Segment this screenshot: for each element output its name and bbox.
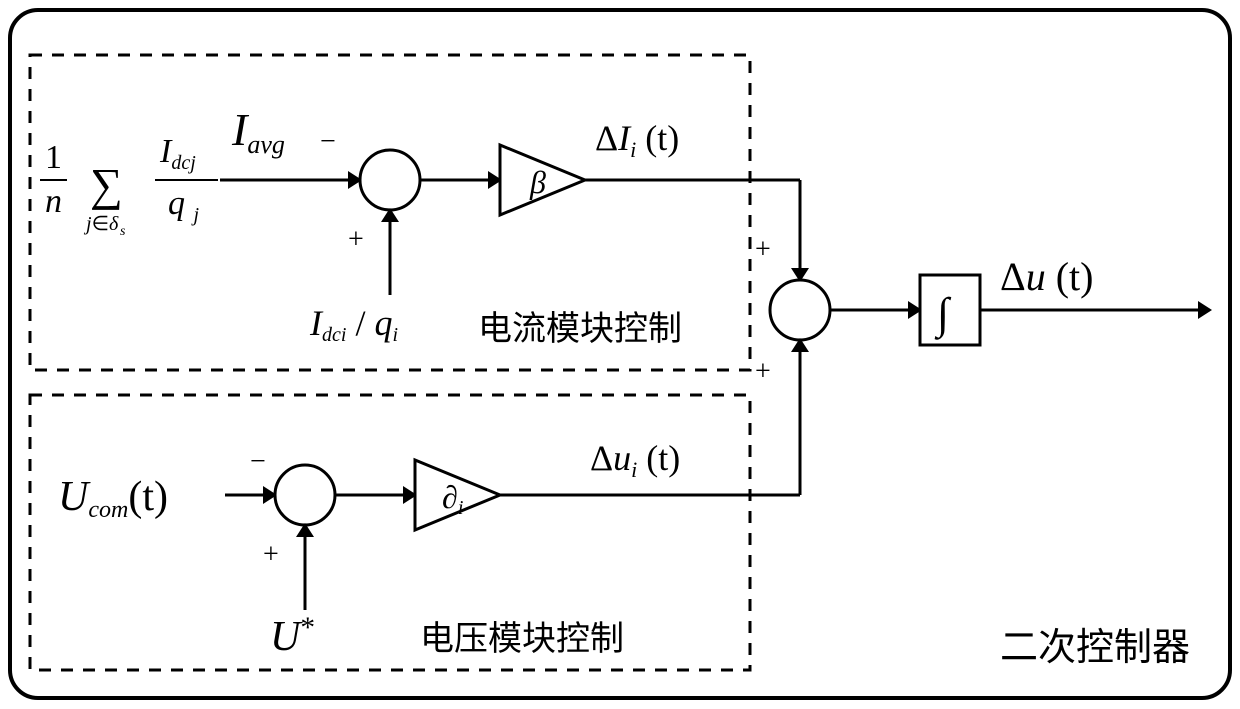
- label-delta-i: ΔIi (t): [595, 118, 679, 162]
- label-iavg: Iavg: [231, 104, 285, 159]
- label-voltage-module: 电压模块控制: [420, 620, 624, 658]
- voltage-module-box: [30, 395, 750, 670]
- sigma-symbol: ∑: [90, 159, 123, 210]
- summer-2: [770, 280, 830, 340]
- label-delta-u-i: Δui (t): [590, 438, 680, 482]
- summer-1: [360, 150, 420, 210]
- sign-plus-2: +: [263, 539, 279, 570]
- label-current-module: 电流模块控制: [478, 310, 682, 348]
- sign-plus-1: +: [348, 224, 364, 255]
- summer-3: [275, 465, 335, 525]
- label-secondary-controller: 二次控制器: [1000, 627, 1190, 669]
- label-ucom: Ucom(t): [58, 474, 168, 523]
- sign-plus-bot: +: [755, 356, 771, 387]
- label-idcj-num: Idcj: [159, 133, 196, 174]
- sigma-sub-s: s: [120, 224, 126, 239]
- integrator-block: [920, 275, 980, 345]
- label-beta: β: [529, 164, 546, 200]
- label-idcj-den: q j: [168, 185, 200, 226]
- sigma-subscript: j∈δ: [83, 213, 119, 235]
- label-1n-num: 1: [45, 139, 62, 176]
- outer-frame: [10, 10, 1230, 698]
- label-ustar: U*: [270, 612, 315, 660]
- sign-minus-2: −: [250, 446, 266, 477]
- sign-minus-1: −: [320, 126, 336, 157]
- label-1n-den: n: [45, 183, 62, 220]
- label-delta-u-out: Δu (t): [1000, 254, 1094, 299]
- sign-plus-top: +: [755, 234, 771, 265]
- label-idci-qi: Idci / qi: [309, 303, 398, 346]
